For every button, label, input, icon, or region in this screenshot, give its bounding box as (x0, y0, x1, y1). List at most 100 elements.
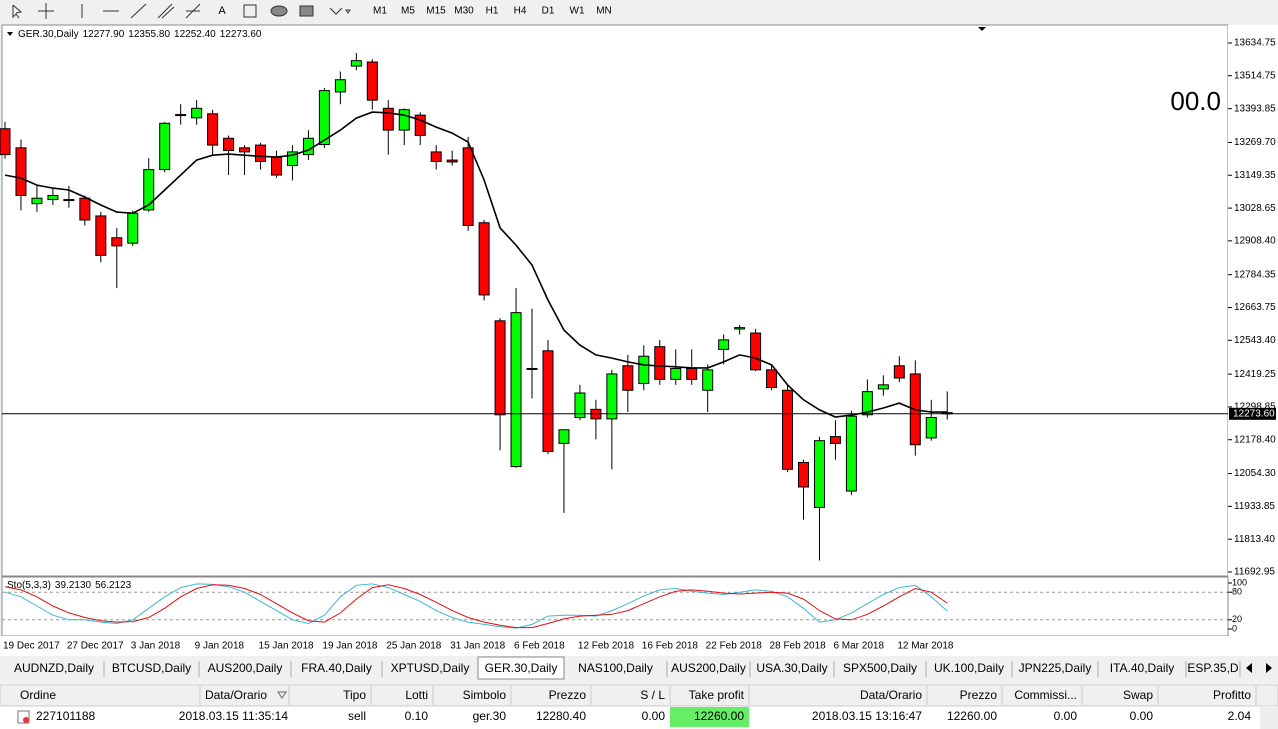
cell: 0.00 (1054, 709, 1078, 723)
tab[interactable]: XPTUSD,Daily (391, 661, 470, 675)
tab[interactable]: ITA.40,Daily (1110, 661, 1174, 675)
stoch-tick-label: 80 (1232, 587, 1242, 597)
candle-body (670, 367, 682, 380)
text-part: 12355.80 (128, 29, 170, 40)
column-header[interactable]: Prezzo (960, 688, 998, 702)
candle-body (766, 369, 778, 389)
candle-body (318, 90, 330, 146)
candle-body (63, 199, 75, 202)
candle-body (239, 147, 251, 153)
timeframe-button[interactable]: H1 (486, 6, 499, 17)
y-tick-label: 13514.75 (1234, 70, 1276, 81)
column-header[interactable]: Ordine (20, 688, 56, 702)
column-header[interactable]: Tipo (343, 688, 366, 702)
column-header[interactable]: Lotti (405, 688, 428, 702)
tab[interactable]: USA.30,Daily (756, 661, 827, 675)
candle-body (478, 222, 490, 296)
tab[interactable]: NAS100,Daily (578, 661, 653, 675)
stoch-line (4, 584, 948, 629)
column-header[interactable]: Swap (1123, 688, 1153, 702)
crosshair-icon[interactable] (38, 3, 54, 19)
candle-body (286, 151, 298, 167)
tab[interactable]: AUS200,Daily (208, 661, 283, 675)
candle-body (47, 194, 59, 201)
candle-body (686, 367, 698, 380)
column-header[interactable]: S / L (640, 688, 665, 702)
scrollbar[interactable] (1260, 706, 1278, 729)
text-tool[interactable]: A (218, 5, 226, 17)
timeframe-button[interactable]: D1 (542, 6, 555, 17)
tab[interactable]: SPX500,Daily (843, 661, 917, 675)
tab-scroll[interactable] (1246, 663, 1272, 673)
y-tick-label: 11933.85 (1234, 501, 1275, 512)
arrows-icon[interactable] (329, 7, 351, 15)
y-tick-label: 12908.40 (1234, 236, 1276, 247)
text-part: 39.2130 (55, 580, 92, 591)
candle-body (702, 369, 714, 391)
timeframe-button[interactable]: M1 (373, 6, 387, 17)
timeframe-button[interactable]: M5 (401, 6, 415, 17)
take-profit-cell (670, 707, 749, 727)
tab[interactable]: GER.30,Daily (485, 661, 558, 675)
candle-body (782, 389, 794, 470)
y-tick-label: 13393.85 (1234, 103, 1276, 114)
y-tick-label: 11692.95 (1234, 567, 1275, 578)
order-icon (17, 710, 30, 724)
tool-icons (12, 3, 351, 19)
x-tick-label: 31 Jan 2018 (450, 641, 505, 652)
tab[interactable]: UK.100,Daily (934, 661, 1004, 675)
candle-body (813, 440, 825, 508)
y-tick-label: 12784.35 (1234, 269, 1276, 280)
candle-body (446, 159, 458, 163)
column-header[interactable]: Take profit (689, 688, 745, 702)
x-tick-label: 9 Jan 2018 (195, 641, 245, 652)
timeframe-button[interactable]: W1 (570, 6, 585, 17)
timeframe-button[interactable]: M15 (426, 6, 446, 17)
stoch-tick-label: 100 (1232, 577, 1247, 587)
label-icon[interactable] (243, 4, 257, 18)
channel-icon[interactable] (157, 3, 175, 19)
rect-icon[interactable] (299, 5, 314, 17)
tab[interactable]: AUDNZD,Daily (14, 661, 94, 675)
price-window (1, 24, 1229, 577)
candle-body (494, 320, 506, 416)
column-header[interactable]: Commissi... (1014, 688, 1077, 702)
candle-body (382, 107, 394, 131)
cell: 2.04 (1228, 709, 1252, 723)
cursor-icon[interactable] (12, 4, 23, 19)
candle-body (829, 436, 841, 444)
candle-body (654, 346, 666, 380)
candle-body (542, 350, 554, 453)
column-header[interactable]: Profitto (1213, 688, 1251, 702)
trendline-icon[interactable] (130, 3, 147, 19)
window-icon (7, 32, 13, 36)
text-part: Sto(5,3,3) (7, 580, 51, 591)
stoch-tick-label: 0 (1232, 623, 1237, 633)
cell: 0.10 (405, 709, 429, 723)
cell: ger.30 (473, 709, 507, 723)
tab[interactable]: JPN225,Daily (1019, 661, 1092, 675)
timeframe-button[interactable]: MN (596, 6, 612, 17)
column-header[interactable]: Data/Orario (860, 688, 922, 702)
x-tick-label: 19 Jan 2018 (322, 641, 377, 652)
fibo-icon[interactable] (185, 3, 201, 19)
timeframe-button[interactable]: M30 (454, 6, 474, 17)
ellipse-icon[interactable] (270, 5, 288, 17)
y-tick-label: 12663.75 (1234, 302, 1276, 313)
candle-body (574, 392, 586, 419)
column-header[interactable]: Data/Orario (205, 688, 267, 702)
column-header[interactable]: Prezzo (549, 688, 587, 702)
column-header[interactable]: Simbolo (463, 688, 507, 702)
candle-body (526, 367, 538, 370)
tab[interactable]: BTCUSD,Daily (112, 661, 191, 675)
candle-body (845, 415, 857, 492)
tab[interactable]: ESP.35,D (1187, 661, 1238, 675)
timeframe-button[interactable]: H4 (514, 6, 527, 17)
candle-body (79, 197, 91, 221)
candle-body (175, 114, 187, 117)
tab[interactable]: AUS200,Daily (671, 661, 746, 675)
x-tick-label: 22 Feb 2018 (706, 641, 763, 652)
sort-arrow[interactable] (277, 691, 287, 699)
text-part: GER.30,Daily (18, 29, 79, 40)
tab[interactable]: FRA.40,Daily (301, 661, 372, 675)
